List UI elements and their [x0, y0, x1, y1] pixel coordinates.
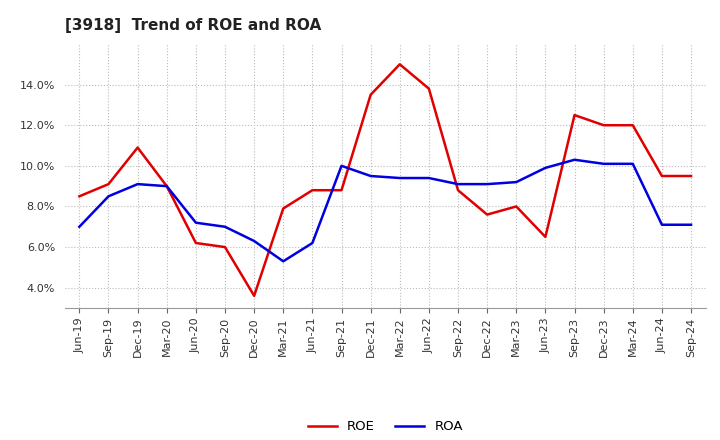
Text: [3918]  Trend of ROE and ROA: [3918] Trend of ROE and ROA — [65, 18, 321, 33]
ROA — [104, 194, 113, 199]
ROE — [454, 187, 462, 193]
ROA — [133, 181, 142, 187]
ROE — [512, 204, 521, 209]
ROA — [657, 222, 666, 227]
ROA — [425, 176, 433, 181]
ROE — [104, 181, 113, 187]
ROE — [570, 113, 579, 118]
ROE — [133, 145, 142, 150]
Legend: ROE, ROA: ROE, ROA — [302, 415, 468, 439]
ROA — [220, 224, 229, 229]
ROA — [337, 163, 346, 169]
ROA — [541, 165, 550, 171]
ROE — [220, 245, 229, 250]
ROA — [483, 181, 492, 187]
ROA — [512, 180, 521, 185]
Line: ROE: ROE — [79, 64, 691, 296]
ROA — [279, 259, 287, 264]
ROA — [629, 161, 637, 166]
ROE — [279, 206, 287, 211]
ROE — [337, 187, 346, 193]
ROA — [366, 173, 375, 179]
ROA — [687, 222, 696, 227]
ROE — [308, 187, 317, 193]
ROA — [454, 181, 462, 187]
Line: ROA: ROA — [79, 160, 691, 261]
ROE — [629, 123, 637, 128]
ROE — [192, 240, 200, 246]
ROE — [366, 92, 375, 97]
ROE — [483, 212, 492, 217]
ROA — [395, 176, 404, 181]
ROA — [163, 183, 171, 189]
ROE — [687, 173, 696, 179]
ROE — [395, 62, 404, 67]
ROA — [250, 238, 258, 244]
ROA — [599, 161, 608, 166]
ROE — [250, 293, 258, 298]
ROE — [541, 234, 550, 239]
ROE — [163, 183, 171, 189]
ROE — [599, 123, 608, 128]
ROE — [75, 194, 84, 199]
ROA — [570, 157, 579, 162]
ROA — [192, 220, 200, 225]
ROE — [657, 173, 666, 179]
ROA — [308, 240, 317, 246]
ROE — [425, 86, 433, 92]
ROA — [75, 224, 84, 229]
